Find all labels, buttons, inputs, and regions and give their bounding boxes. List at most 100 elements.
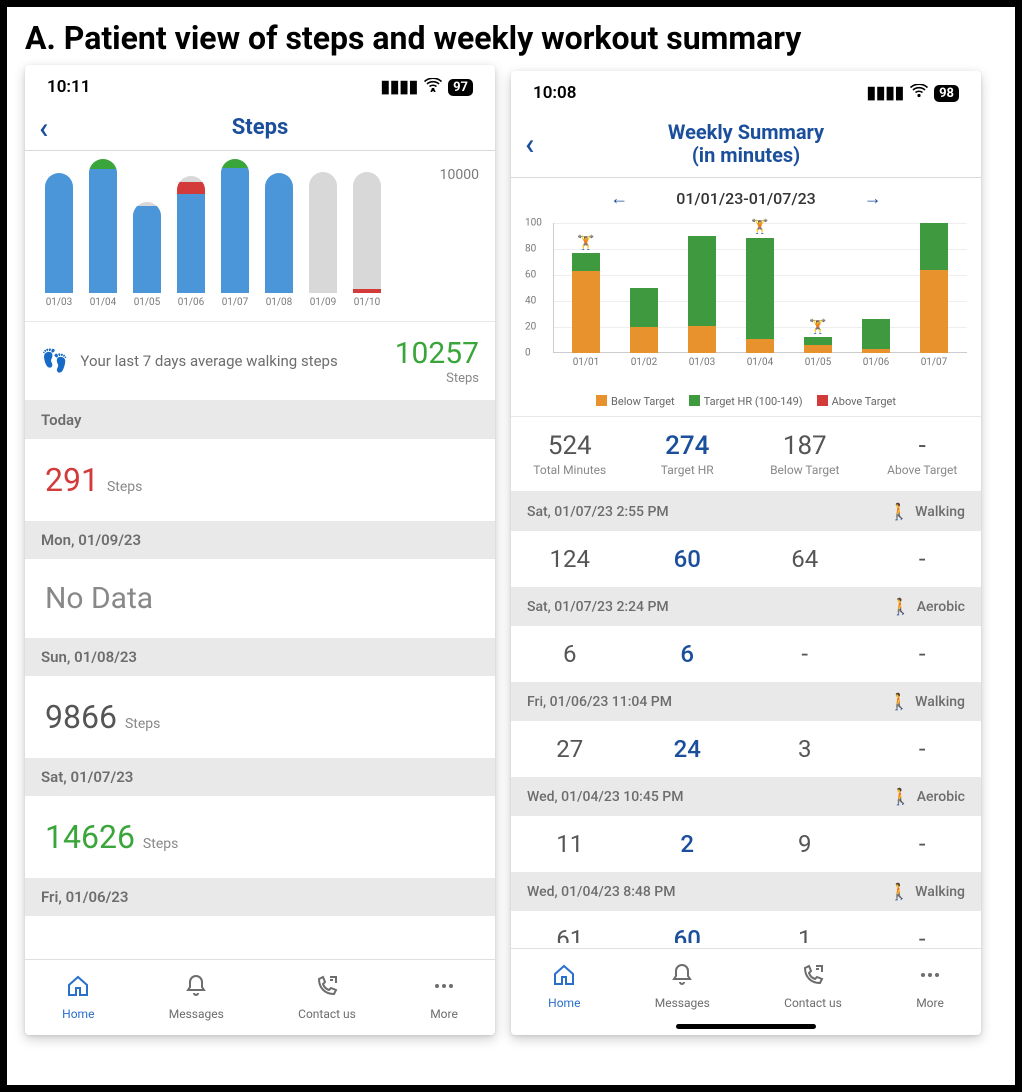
workout-entry-row[interactable]: 66-- bbox=[511, 626, 981, 682]
chart-x-label: 01/06 bbox=[858, 357, 894, 368]
nav-label: More bbox=[430, 1007, 458, 1021]
bottom-nav: Home Messages Contact us More bbox=[25, 959, 495, 1035]
phone-steps-screen: 10:11 ▮▮▮▮ 97 ‹ Steps 10000 01/0301/0401… bbox=[25, 65, 495, 1035]
nav-icon bbox=[918, 963, 942, 993]
workout-entry-header: Wed, 01/04/23 10:45 PM🚶Aerobic bbox=[511, 777, 981, 816]
chart-ymax-label: 10000 bbox=[440, 167, 479, 183]
status-icons: ▮▮▮▮ 98 bbox=[867, 83, 959, 103]
wifi-icon bbox=[424, 77, 442, 97]
nav-label: Messages bbox=[169, 1007, 224, 1021]
nav-messages[interactable]: Messages bbox=[169, 974, 224, 1021]
status-time: 10:08 bbox=[533, 83, 576, 103]
chart-x-label: 01/05 bbox=[800, 357, 836, 368]
workout-entry-row[interactable]: 1129- bbox=[511, 816, 981, 872]
weekly-chart-bar[interactable]: 🏋 bbox=[568, 223, 604, 353]
workout-entry-header: Sat, 01/07/23 2:24 PM🚶Aerobic bbox=[511, 587, 981, 626]
chart-y-label: 60 bbox=[525, 270, 536, 281]
date-range-selector: ← 01/01/23-01/07/23 → bbox=[511, 178, 981, 219]
back-button[interactable]: ‹ bbox=[39, 110, 48, 145]
weekly-chart-bar[interactable]: 🏋 bbox=[742, 223, 778, 353]
weekly-stats-row: 524Total Minutes274Target HR187Below Tar… bbox=[511, 416, 981, 492]
prev-week-button[interactable]: ← bbox=[610, 188, 628, 209]
chart-legend: Below Target Target HR (100-149) Above T… bbox=[511, 395, 981, 416]
nav-label: Contact us bbox=[784, 996, 842, 1010]
chart-y-label: 40 bbox=[525, 296, 536, 307]
nav-icon bbox=[432, 974, 456, 1004]
chart-x-label: 01/09 bbox=[309, 297, 337, 308]
nav-contact-us[interactable]: Contact us bbox=[298, 974, 356, 1021]
chart-x-label: 01/07 bbox=[221, 297, 249, 308]
steps-chart-bar[interactable] bbox=[133, 202, 161, 293]
weekly-chart-bar[interactable] bbox=[626, 223, 662, 353]
steps-chart-bar[interactable] bbox=[353, 172, 381, 293]
chart-x-label: 01/03 bbox=[45, 297, 73, 308]
page-title: Steps bbox=[39, 115, 481, 140]
date-range-label: 01/01/23-01/07/23 bbox=[676, 189, 816, 208]
weekly-stat: 187Below Target bbox=[746, 431, 864, 477]
weekly-stat: 274Target HR bbox=[629, 431, 747, 477]
battery-icon: 98 bbox=[934, 85, 959, 102]
steps-chart-bar[interactable] bbox=[221, 159, 249, 293]
workout-entry-row[interactable]: 1246064- bbox=[511, 531, 981, 587]
next-week-button[interactable]: → bbox=[864, 188, 882, 209]
nav-more[interactable]: More bbox=[430, 974, 458, 1021]
weekly-chart-bar[interactable] bbox=[916, 223, 952, 353]
activity-icon: 🚶 bbox=[889, 882, 909, 901]
nav-messages[interactable]: Messages bbox=[655, 963, 710, 1010]
chart-x-label: 01/04 bbox=[742, 357, 778, 368]
day-row-body[interactable]: 14626Steps bbox=[25, 796, 495, 878]
nav-label: Messages bbox=[655, 996, 710, 1010]
nav-home[interactable]: Home bbox=[62, 974, 94, 1021]
phone-weekly-screen: 10:08 ▮▮▮▮ 98 ‹ Weekly Summary (in minut… bbox=[511, 71, 981, 1035]
day-row-body[interactable]: 291Steps bbox=[25, 439, 495, 521]
steps-chart-bar[interactable] bbox=[309, 172, 337, 293]
steps-chart: 10000 01/0301/0401/0501/0601/0701/0801/0… bbox=[25, 151, 495, 321]
weekly-chart-bar[interactable]: 🏋 bbox=[800, 223, 836, 353]
weekly-chart-bar[interactable] bbox=[858, 223, 894, 353]
chart-y-label: 20 bbox=[525, 322, 536, 333]
steps-chart-bar[interactable] bbox=[177, 176, 205, 293]
nav-icon bbox=[66, 974, 90, 1004]
average-steps-value: 10257 bbox=[395, 336, 479, 371]
workout-icon: 🏋 bbox=[809, 319, 826, 335]
chart-x-label: 01/06 bbox=[177, 297, 205, 308]
signal-icon: ▮▮▮▮ bbox=[381, 77, 418, 97]
workout-entry-row[interactable]: 27243- bbox=[511, 721, 981, 777]
nav-home[interactable]: Home bbox=[548, 963, 580, 1010]
status-icons: ▮▮▮▮ 97 bbox=[381, 77, 473, 97]
steps-chart-bar[interactable] bbox=[45, 173, 73, 293]
workout-entry-row[interactable]: 61601- bbox=[511, 911, 981, 943]
weekly-chart: 020406080100 🏋🏋🏋 01/0101/0201/0301/0401/… bbox=[511, 219, 981, 389]
day-row-header: Fri, 01/06/23 bbox=[25, 878, 495, 916]
day-row-header: Mon, 01/09/23 bbox=[25, 521, 495, 559]
figure-title: A. Patient view of steps and weekly work… bbox=[7, 7, 1015, 65]
nav-icon bbox=[670, 963, 694, 993]
nav-more[interactable]: More bbox=[916, 963, 944, 1010]
activity-icon: 🚶 bbox=[891, 787, 911, 806]
average-steps-row: 👣 Your last 7 days average walking steps… bbox=[25, 321, 495, 401]
chart-y-label: 100 bbox=[525, 218, 542, 229]
weekly-stat: 524Total Minutes bbox=[511, 431, 629, 477]
workout-entry-header: Sat, 01/07/23 2:55 PM🚶Walking bbox=[511, 492, 981, 531]
chart-x-label: 01/02 bbox=[626, 357, 662, 368]
average-steps-unit: Steps bbox=[395, 371, 479, 386]
status-bar: 10:11 ▮▮▮▮ 97 bbox=[25, 65, 495, 109]
workout-entry-header: Fri, 01/06/23 11:04 PM🚶Walking bbox=[511, 682, 981, 721]
footsteps-icon: 👣 bbox=[41, 349, 68, 374]
activity-icon: 🚶 bbox=[889, 502, 909, 521]
chart-x-label: 01/07 bbox=[916, 357, 952, 368]
chart-x-label: 01/01 bbox=[568, 357, 604, 368]
steps-chart-bar[interactable] bbox=[265, 173, 293, 293]
weekly-stat: -Above Target bbox=[864, 431, 982, 477]
back-button[interactable]: ‹ bbox=[525, 127, 534, 162]
bottom-nav: Home Messages Contact us More bbox=[511, 948, 981, 1024]
weekly-chart-bar[interactable] bbox=[684, 223, 720, 353]
nav-icon bbox=[801, 963, 825, 993]
average-steps-label: Your last 7 days average walking steps bbox=[80, 352, 382, 371]
screen-header: ‹ Weekly Summary (in minutes) bbox=[511, 115, 981, 178]
day-row-body[interactable]: No Data bbox=[25, 559, 495, 638]
steps-chart-bar[interactable] bbox=[89, 159, 117, 293]
nav-contact-us[interactable]: Contact us bbox=[784, 963, 842, 1010]
day-row-body[interactable]: 9866Steps bbox=[25, 676, 495, 758]
battery-icon: 97 bbox=[448, 79, 473, 96]
